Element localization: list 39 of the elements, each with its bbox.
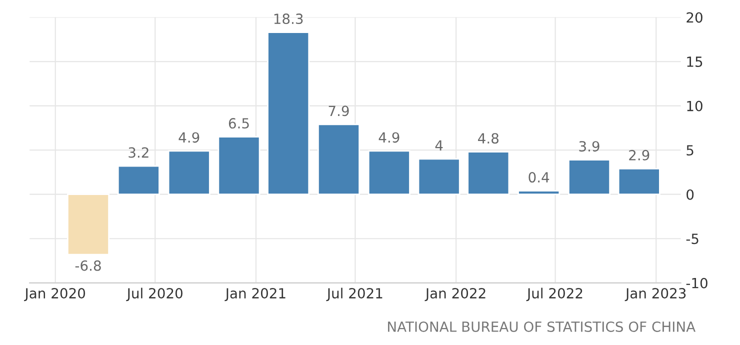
x-tick-label: Jul 2022 (526, 288, 582, 302)
bar (368, 150, 410, 196)
y-tick-label: 0 (686, 189, 694, 200)
bar (418, 158, 460, 196)
bar (467, 151, 510, 196)
data-label: -6.8 (75, 260, 101, 271)
x-tick-label: Jan 2021 (224, 288, 286, 302)
data-label: 3.2 (128, 147, 148, 158)
data-label: 4.9 (178, 132, 200, 143)
data-label: 0.4 (528, 172, 550, 183)
x-tick-label: Jan 2023 (624, 288, 686, 302)
bar (568, 159, 611, 196)
y-tick-label: 10 (687, 100, 702, 112)
bar (518, 190, 560, 196)
x-tick-label: Jul 2020 (126, 288, 182, 302)
data-label: 4.9 (378, 132, 400, 143)
x-tick-label: Jan 2022 (424, 288, 486, 302)
bar (168, 150, 210, 196)
y-tick-label: 5 (686, 145, 694, 156)
data-label: 6.5 (228, 118, 249, 129)
bar (117, 165, 160, 196)
text: NATIONAL BUREAU OF STATISTICS OF CHINA (388, 321, 696, 332)
data-label: 2.9 (629, 150, 650, 160)
y-tick-label: -10 (686, 278, 708, 288)
y-tick-label: 15 (687, 56, 702, 67)
x-tick-label: Jul 2021 (326, 288, 382, 302)
bar (218, 136, 260, 196)
data-label: 18.3 (274, 14, 303, 24)
bar (618, 168, 660, 196)
y-tick-label: 20 (686, 12, 702, 23)
bar (318, 124, 360, 196)
y-tick-label: -5 (686, 234, 698, 244)
data-label: 4.8 (478, 133, 498, 144)
data-label: 4 (435, 140, 443, 150)
bar (67, 194, 110, 256)
data-label: 7.9 (328, 106, 349, 116)
data-label: 3.9 (579, 141, 600, 152)
x-tick-label: Jan 2020 (24, 288, 86, 302)
bar (267, 32, 310, 196)
